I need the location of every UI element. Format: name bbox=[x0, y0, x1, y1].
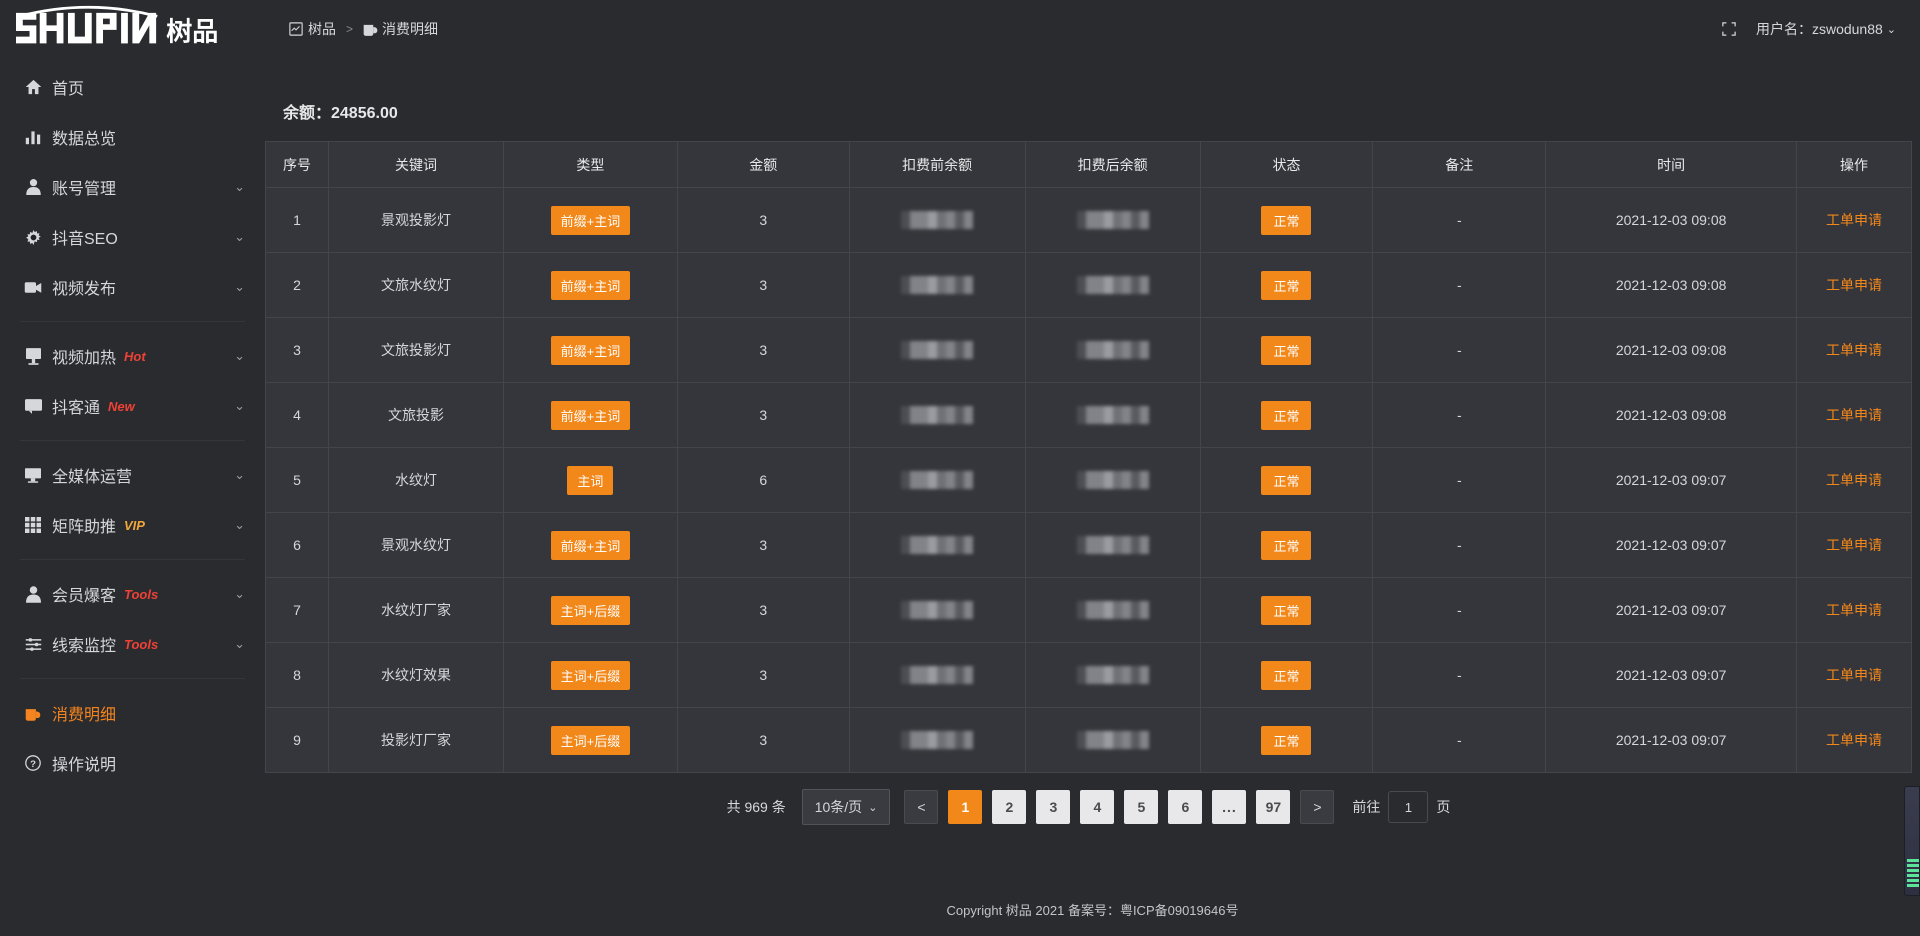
svg-text:?: ? bbox=[30, 759, 36, 770]
svg-text:树品: 树品 bbox=[166, 16, 218, 46]
